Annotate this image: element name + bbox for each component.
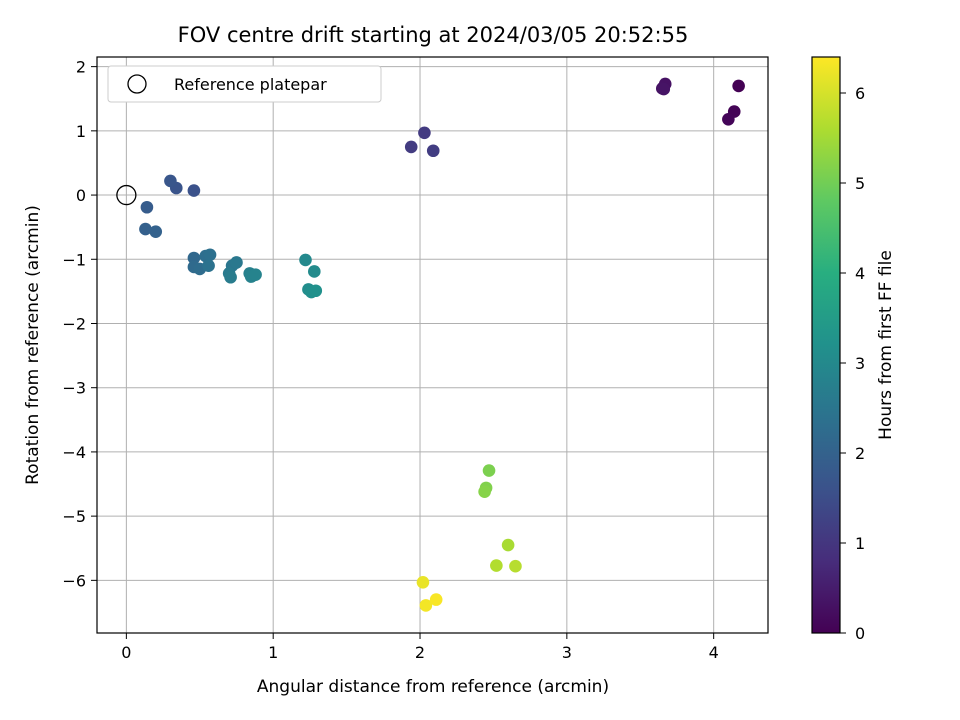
data-point [501, 538, 515, 552]
colorbar-gradient [811, 56, 841, 634]
x-tick-label: 0 [121, 643, 131, 662]
data-point [187, 184, 201, 197]
colorbar-tick-label: 5 [855, 174, 865, 193]
x-tick-label: 2 [415, 643, 425, 662]
y-axis-label: Rotation from reference (arcmin) [23, 205, 43, 485]
colorbar-tick-label: 4 [855, 264, 865, 283]
data-point [418, 126, 431, 140]
legend: Reference platepar [107, 65, 382, 103]
data-point [187, 251, 201, 265]
chart-title: FOV centre drift starting at 2024/03/05 … [178, 23, 689, 47]
legend-label: Reference platepar [174, 75, 327, 94]
colorbar-tick-label: 6 [855, 84, 865, 103]
data-point [249, 268, 262, 281]
data-point [164, 174, 177, 188]
grid [97, 57, 768, 633]
data-point [139, 222, 152, 236]
data-point [140, 200, 154, 214]
colorbar-tick-label: 0 [855, 624, 865, 643]
y-tick-label: −4 [62, 443, 86, 462]
colorbar: 0 1 2 3 4 5 6 Hours from first FF file [811, 56, 896, 643]
data-point [224, 270, 237, 284]
data-point [732, 79, 745, 93]
y-tick-label: −5 [62, 507, 86, 526]
colorbar-ticks: 0 1 2 3 4 5 6 [840, 84, 865, 643]
plot-area-frame [96, 56, 769, 634]
data-point [419, 599, 433, 612]
x-tick-label: 4 [709, 643, 719, 662]
x-axis-label: Angular distance from reference (arcmin) [257, 677, 609, 697]
data-point [478, 485, 491, 499]
colorbar-label: Hours from first FF file [876, 250, 896, 440]
colorbar-tick-label: 3 [855, 354, 865, 373]
data-point [426, 144, 440, 158]
data-point [657, 82, 671, 96]
y-tick-label: −6 [62, 571, 86, 590]
x-tick-label: 1 [268, 643, 278, 662]
data-points [116, 77, 745, 612]
reference-platepar-marker [116, 184, 137, 206]
y-tick-label: 0 [76, 186, 86, 205]
y-tick-label: 1 [76, 122, 86, 141]
legend-box [107, 65, 382, 103]
data-point [429, 593, 443, 606]
data-point [490, 559, 503, 572]
data-point [230, 256, 243, 269]
data-point [203, 248, 217, 262]
y-tick-label: −3 [62, 379, 86, 398]
data-point [308, 265, 321, 278]
colorbar-tick-label: 2 [855, 444, 865, 463]
data-point [202, 259, 215, 272]
y-tick-label: −2 [62, 314, 86, 333]
colorbar-tick-label: 1 [855, 534, 865, 553]
data-point [404, 140, 418, 154]
data-point [299, 253, 312, 267]
data-point [149, 225, 163, 238]
legend-marker-reference-icon [127, 74, 147, 94]
x-axis-ticks: 0 1 2 3 4 [121, 633, 719, 662]
y-tick-label: −1 [62, 250, 86, 269]
y-tick-label: 2 [76, 58, 86, 77]
x-tick-label: 3 [562, 643, 572, 662]
data-point [482, 464, 496, 477]
data-point [509, 559, 522, 573]
data-point [309, 284, 323, 298]
data-point [722, 112, 735, 126]
data-point [416, 575, 430, 589]
y-axis-ticks: 2 1 0 −1 −2 −3 −4 −5 −6 [62, 58, 97, 590]
